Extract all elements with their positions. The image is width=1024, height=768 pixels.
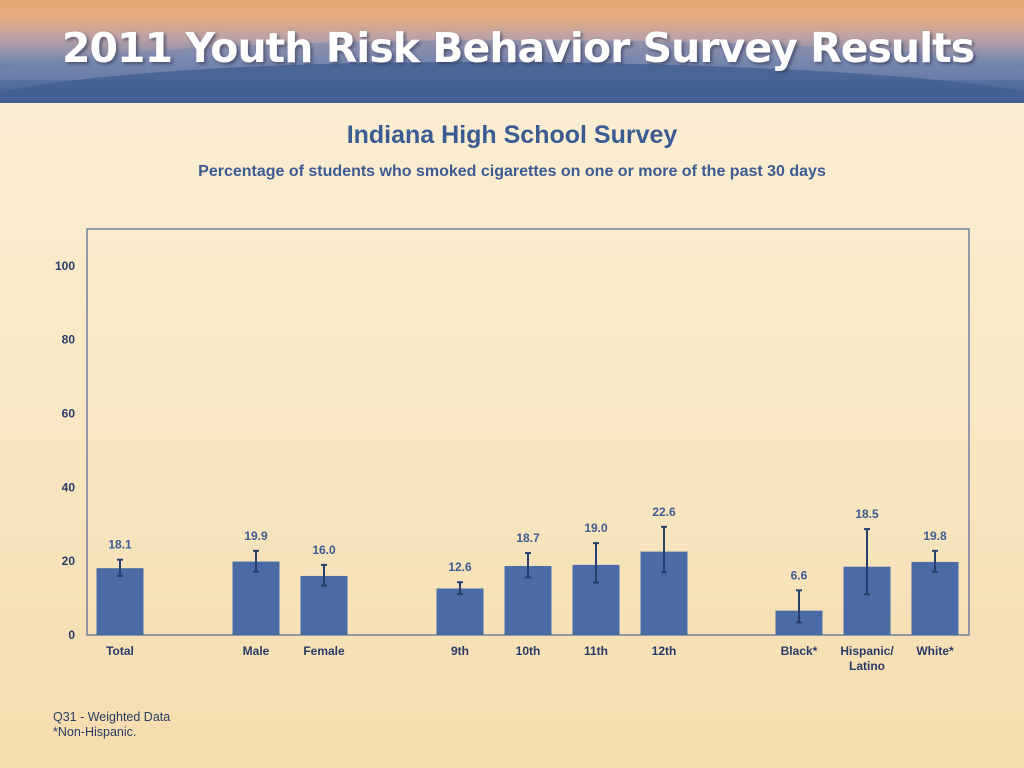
data-label: 12.6 <box>448 560 472 574</box>
data-label: 22.6 <box>652 505 676 519</box>
x-tick-label: Female <box>303 644 345 658</box>
data-label: 18.5 <box>855 507 879 521</box>
x-tick-label: Male <box>243 644 270 658</box>
x-tick-label: Black* <box>781 644 818 658</box>
bar <box>436 588 484 635</box>
data-label: 19.9 <box>244 529 268 543</box>
data-label: 18.7 <box>516 531 540 545</box>
y-tick-label: 60 <box>62 407 76 421</box>
x-tick-label: Total <box>106 644 134 658</box>
banner-title: 2011 Youth Risk Behavior Survey Results <box>62 24 975 72</box>
bar <box>232 561 280 635</box>
data-label: 18.1 <box>108 538 132 552</box>
y-tick-label: 100 <box>55 259 75 273</box>
data-label: 6.6 <box>791 568 808 582</box>
data-label: 19.8 <box>923 529 947 543</box>
bar <box>911 561 959 635</box>
y-tick-label: 20 <box>62 554 76 568</box>
y-tick-label: 80 <box>62 333 76 347</box>
y-tick-label: 0 <box>68 628 75 642</box>
data-label: 16.0 <box>312 543 336 557</box>
bar <box>96 568 144 635</box>
chart-subtitle: Percentage of students who smoked cigare… <box>198 163 826 180</box>
y-tick-label: 40 <box>62 480 76 494</box>
x-tick-label: 11th <box>584 644 608 658</box>
bar-chart: 0 20 40 60 80 100 18.1 Total 19.9 Male 16.0 Female 1… <box>55 228 970 673</box>
x-tick-label: White* <box>916 644 954 658</box>
header-banner: 2011 Youth Risk Behavior Survey Results <box>0 0 1024 103</box>
data-label: 19.0 <box>584 521 608 535</box>
x-tick-label: Latino <box>849 659 885 673</box>
footnote-weighted-data: Q31 - Weighted Data <box>53 710 171 724</box>
chart-title: Indiana High School Survey <box>346 121 678 149</box>
x-tick-label: 9th <box>451 644 469 658</box>
x-tick-label: Hispanic/ <box>840 644 894 658</box>
x-tick-label: 12th <box>652 644 677 658</box>
footnote-non-hispanic: *Non-Hispanic. <box>53 725 137 739</box>
x-tick-label: 10th <box>516 644 541 658</box>
